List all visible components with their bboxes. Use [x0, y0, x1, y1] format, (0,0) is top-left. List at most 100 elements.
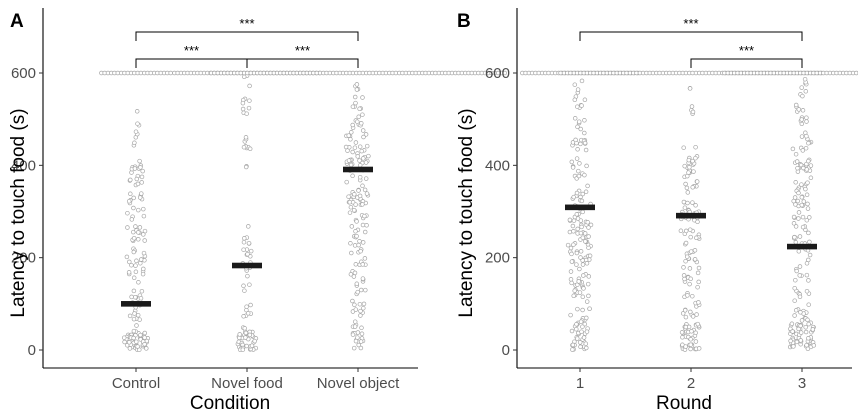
data-point [682, 200, 686, 204]
data-point [242, 145, 246, 149]
data-point [583, 232, 587, 236]
data-point [585, 261, 589, 265]
data-point [570, 281, 574, 285]
data-point [584, 342, 588, 346]
data-point [365, 144, 369, 148]
data-point [351, 150, 355, 154]
data-point [241, 101, 245, 105]
data-point [143, 336, 147, 340]
data-point [805, 261, 809, 265]
data-point [682, 274, 686, 278]
data-point [248, 99, 252, 103]
data-point [349, 205, 353, 209]
data-point [568, 230, 572, 234]
data-point [136, 313, 140, 317]
data-point [800, 195, 804, 199]
data-point [686, 294, 690, 298]
data-point [575, 191, 579, 195]
data-point [696, 322, 700, 326]
data-point [347, 134, 351, 138]
data-point [359, 249, 363, 253]
data-point [143, 342, 147, 346]
data-point [793, 314, 797, 318]
data-point [792, 199, 796, 203]
x-tick-label: 2 [687, 375, 695, 392]
data-point [693, 248, 697, 252]
data-point [573, 116, 577, 120]
data-point [142, 214, 146, 218]
data-point [579, 127, 583, 131]
data-point [807, 322, 811, 326]
x-tick-label: Control [112, 375, 160, 392]
data-point [693, 257, 697, 261]
x-tick-label: Novel object [317, 375, 400, 392]
data-point [793, 278, 797, 282]
data-point [575, 157, 579, 161]
data-point [580, 330, 584, 334]
data-point [354, 308, 358, 312]
significance-bracket [691, 59, 802, 68]
data-point [580, 225, 584, 229]
panel-A: A 0 200 400 600 Control Novel food Novel object… [8, 8, 507, 413]
data-point [354, 262, 358, 266]
data-point [573, 83, 577, 87]
data-point [583, 173, 587, 177]
data-point [169, 71, 173, 75]
data-point [586, 282, 590, 286]
data-point [694, 145, 698, 149]
data-point [795, 269, 799, 273]
data-point [246, 311, 250, 315]
data-point [244, 331, 248, 335]
data-point [792, 221, 796, 225]
median-bar [676, 213, 706, 219]
data-point [806, 207, 810, 211]
data-point [681, 335, 685, 339]
data-point [581, 192, 585, 196]
data-point [684, 345, 688, 349]
data-point [358, 194, 362, 198]
data-point [136, 231, 140, 235]
data-point [800, 203, 804, 207]
data-point [355, 120, 359, 124]
data-point [690, 105, 694, 109]
significance-bracket [136, 59, 247, 68]
data-point [127, 199, 131, 203]
data-point [797, 217, 801, 221]
data-point [688, 228, 692, 232]
data-point [139, 258, 143, 262]
data-point [802, 200, 806, 204]
data-point [238, 333, 242, 337]
data-point [132, 329, 136, 333]
data-point [799, 339, 803, 343]
data-point [679, 229, 683, 233]
data-point [572, 294, 576, 298]
data-point [687, 158, 691, 162]
data-point [344, 145, 348, 149]
data-point [577, 174, 581, 178]
data-point [585, 164, 589, 168]
data-point [138, 261, 142, 265]
data-point [796, 199, 800, 203]
data-point [132, 276, 136, 280]
data-point [689, 337, 693, 341]
data-point [132, 196, 136, 200]
significance-label: *** [239, 16, 254, 31]
data-point [798, 265, 802, 269]
data-point [569, 246, 573, 250]
data-point [804, 146, 808, 150]
data-point [805, 134, 809, 138]
data-point [358, 239, 362, 243]
data-point [367, 154, 371, 158]
data-point [142, 251, 146, 255]
data-point [242, 248, 246, 252]
data-point [806, 181, 810, 185]
data-point [575, 263, 579, 267]
data-point [685, 255, 689, 259]
y-axis-title: Latency to touch food (s) [456, 108, 477, 317]
data-point [572, 219, 576, 223]
data-point [797, 108, 801, 112]
data-point [356, 290, 360, 294]
data-point [361, 263, 365, 267]
data-point [141, 267, 145, 271]
data-point [243, 289, 247, 293]
